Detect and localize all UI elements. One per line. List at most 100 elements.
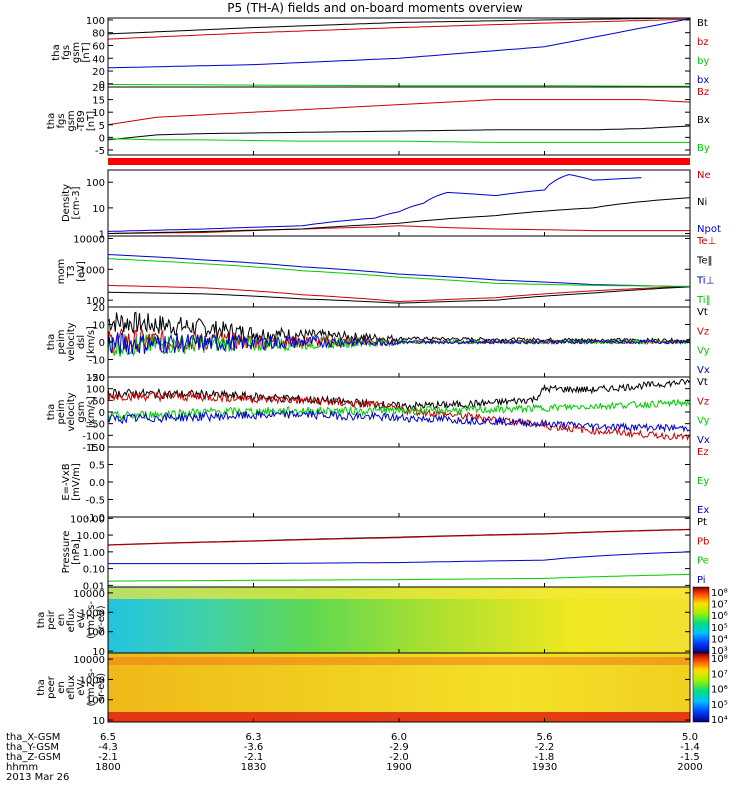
y-axis-label: eflux [66, 675, 77, 700]
footer-value: 6.5 [100, 732, 116, 743]
legend-label: Bx [697, 115, 710, 126]
y-tick-label: 0.0 [89, 478, 105, 489]
series-line [107, 18, 691, 69]
footer-row-label: tha_Z-GSM [6, 752, 61, 763]
colorbar-tick-label: 10⁷ [711, 669, 728, 680]
legend-label: Vt [697, 307, 708, 318]
y-axis-label: eflux [66, 608, 77, 633]
legend-label: By [697, 143, 710, 154]
y-tick-label: 10 [92, 108, 105, 119]
y-tick-label: 0 [99, 408, 105, 419]
y-axis-label: sr-eV) [96, 673, 107, 702]
y-tick-label: 150 [86, 373, 105, 384]
y-axis-label: fgs [61, 45, 72, 60]
legend-label: by [697, 56, 709, 67]
y-tick-label: 20 [92, 67, 105, 78]
y-axis-label: tha [46, 404, 57, 420]
y-tick-label: 0 [99, 338, 105, 349]
y-axis-label: tha [46, 113, 57, 129]
y-axis-label: [mV/m] [71, 463, 82, 501]
y-axis-label: [nPa] [71, 539, 82, 565]
y-tick-label: 40 [92, 54, 105, 65]
y-axis-label: en [56, 681, 67, 694]
colorbar-tick-label: 10⁷ [711, 600, 728, 611]
y-tick-label: 0 [99, 80, 105, 91]
y-tick-label: 15 [92, 96, 105, 107]
y-axis-label: [cm-3] [71, 186, 82, 219]
footer-row-label: hhmm [6, 762, 38, 773]
legend-label: Te⊥ [696, 236, 716, 247]
y-tick-label: 10.00 [76, 531, 105, 542]
y-tick-label: 100 [86, 628, 105, 639]
series-line [107, 286, 691, 304]
series-line [107, 254, 691, 288]
y-tick-label: 10000 [73, 655, 105, 666]
series-line [107, 332, 691, 355]
y-tick-label: 10 [92, 647, 105, 658]
legend-label: Ez [697, 447, 709, 458]
series-line [107, 333, 691, 357]
y-axis-label: gsm [71, 42, 82, 63]
y-axis-label: dsl [76, 335, 87, 349]
y-axis-label: (cm2-s- [86, 601, 97, 639]
y-axis-label: velocity [66, 392, 77, 431]
colorbar-tick-label: 10⁶ [711, 685, 728, 696]
series-line [107, 125, 691, 141]
colorbar-tick-label: 10⁴ [711, 634, 728, 645]
footer-value: -2.2 [535, 742, 555, 753]
y-tick-label: 100 [86, 385, 105, 396]
footer-value: 6.3 [246, 732, 262, 743]
series-line [107, 378, 691, 411]
footer-value: 6.0 [391, 732, 407, 743]
series-line [107, 311, 691, 344]
y-tick-label: 20 [92, 83, 105, 94]
y-tick-label: 100 [86, 696, 105, 707]
y-tick-label: 50 [92, 396, 105, 407]
footer-value: -4.3 [98, 742, 118, 753]
legend-label: Ti‖ [696, 295, 711, 306]
spectrogram-band [108, 712, 690, 722]
y-axis-label: tha [46, 334, 57, 350]
y-axis-label: eV/ [76, 611, 87, 628]
y-axis-label: fgs [56, 113, 67, 128]
series-line [107, 284, 691, 303]
footer-value: 2000 [677, 762, 702, 773]
y-tick-label: -0.5 [85, 496, 105, 507]
legend-label: Vz [697, 326, 709, 337]
colorbar [692, 586, 710, 654]
panel-frame [107, 235, 691, 308]
y-axis-label: mom [56, 259, 67, 285]
y-tick-label: 1.0 [89, 443, 105, 454]
legend-label: Bz [697, 87, 709, 98]
y-axis-label: [eV] [76, 261, 87, 282]
footer-value: -2.0 [389, 752, 409, 763]
panel-frame [107, 86, 691, 156]
y-axis-label: tha [36, 612, 47, 628]
y-tick-label: -150 [82, 443, 105, 454]
footer-value: -2.9 [389, 742, 409, 753]
series-line [107, 18, 691, 40]
y-axis-label: tha [51, 44, 62, 60]
colorbar-tick-label: 10⁸ [711, 588, 728, 599]
y-tick-label: 0.01 [83, 581, 105, 592]
footer-value: -1.4 [680, 742, 700, 753]
legend-label: Te‖ [696, 256, 713, 267]
series-line [107, 138, 690, 143]
y-tick-label: 60 [92, 41, 105, 52]
colorbar-tick-label: 10⁸ [711, 654, 728, 665]
footer-value: 1830 [241, 762, 266, 773]
footer-value: -1.5 [680, 752, 700, 763]
colorbar-tick-label: 10⁶ [711, 611, 728, 622]
series-line [107, 258, 691, 287]
legend-label: Pe [697, 556, 709, 567]
footer-value: 1800 [95, 762, 120, 773]
y-tick-label: 10000 [73, 234, 105, 245]
y-axis-label: [nT] [81, 42, 92, 62]
legend-label: Vy [697, 346, 710, 357]
footer-value: -2.1 [244, 752, 264, 763]
y-tick-label: 10 [92, 204, 105, 215]
panel-frame [107, 17, 691, 88]
y-tick-label: 100 [86, 16, 105, 27]
y-tick-label: 1000 [80, 265, 105, 276]
